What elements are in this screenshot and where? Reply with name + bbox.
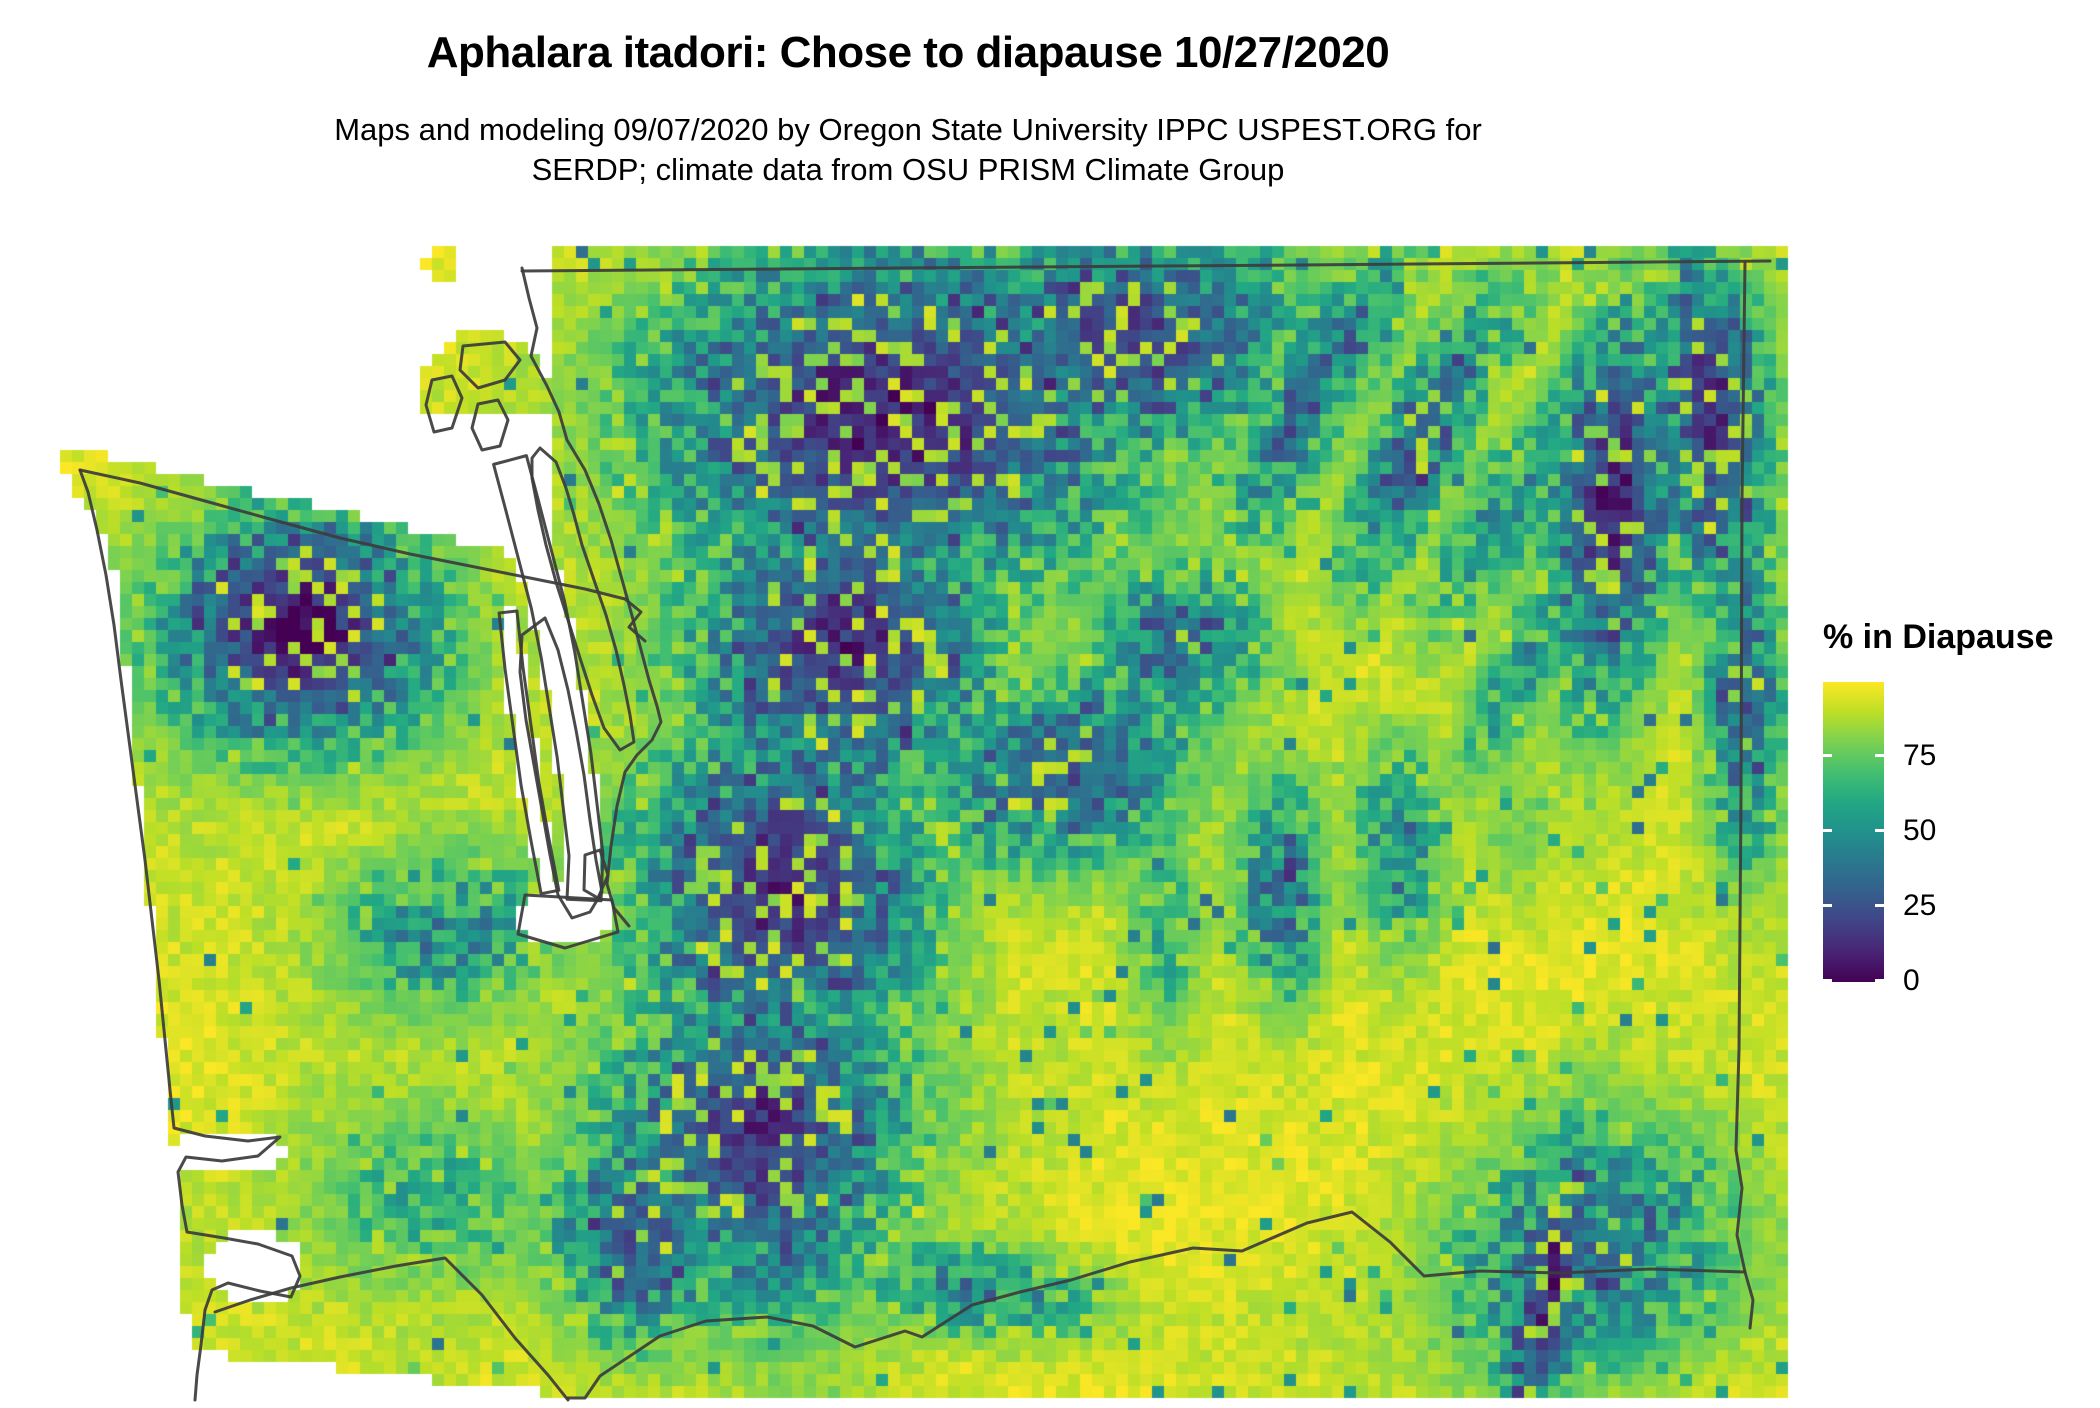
columbia-river-west	[213, 1256, 570, 1402]
kitsap-peninsula	[518, 616, 604, 920]
legend-label-0: 0	[1903, 964, 1920, 997]
hood-canal-shoreline	[497, 609, 561, 896]
legend-label-25: 25	[1903, 889, 1937, 922]
south-sound-shoreline	[516, 893, 620, 950]
page-title: Aphalara itadori: Chose to diapause 10/2…	[426, 28, 1390, 77]
legend-tick	[1875, 979, 1884, 982]
whidbey-island	[530, 446, 636, 752]
legend-label-75: 75	[1903, 739, 1937, 772]
lopez-island	[470, 398, 510, 452]
legend-tick	[1875, 754, 1884, 757]
legend-colorbar	[1823, 682, 1884, 982]
legend-tick	[1823, 754, 1832, 757]
border-canada	[520, 259, 1772, 273]
border-oregon-columbia-river	[566, 1210, 1747, 1400]
coast-pacific	[78, 468, 302, 1402]
legend-label-50: 50	[1903, 814, 1937, 847]
legend-title: % in Diapause	[1823, 618, 2054, 656]
border-idaho	[1734, 260, 1755, 1330]
legend-tick	[1875, 904, 1884, 907]
legend-tick	[1823, 979, 1832, 982]
subtitle-line-2: SERDP; climate data from OSU PRISM Clima…	[531, 152, 1285, 187]
coast-strait-juan-de-fuca	[78, 468, 647, 643]
san-juan-island	[424, 374, 464, 434]
subtitle-line-1: Maps and modeling 09/07/2020 by Oregon S…	[334, 112, 1482, 147]
legend-tick	[1823, 904, 1832, 907]
coast-mainland-sound	[520, 266, 663, 928]
legend-tick	[1875, 829, 1884, 832]
legend-tick	[1823, 829, 1832, 832]
orcas-island	[458, 340, 522, 390]
vashon-island	[582, 848, 610, 900]
